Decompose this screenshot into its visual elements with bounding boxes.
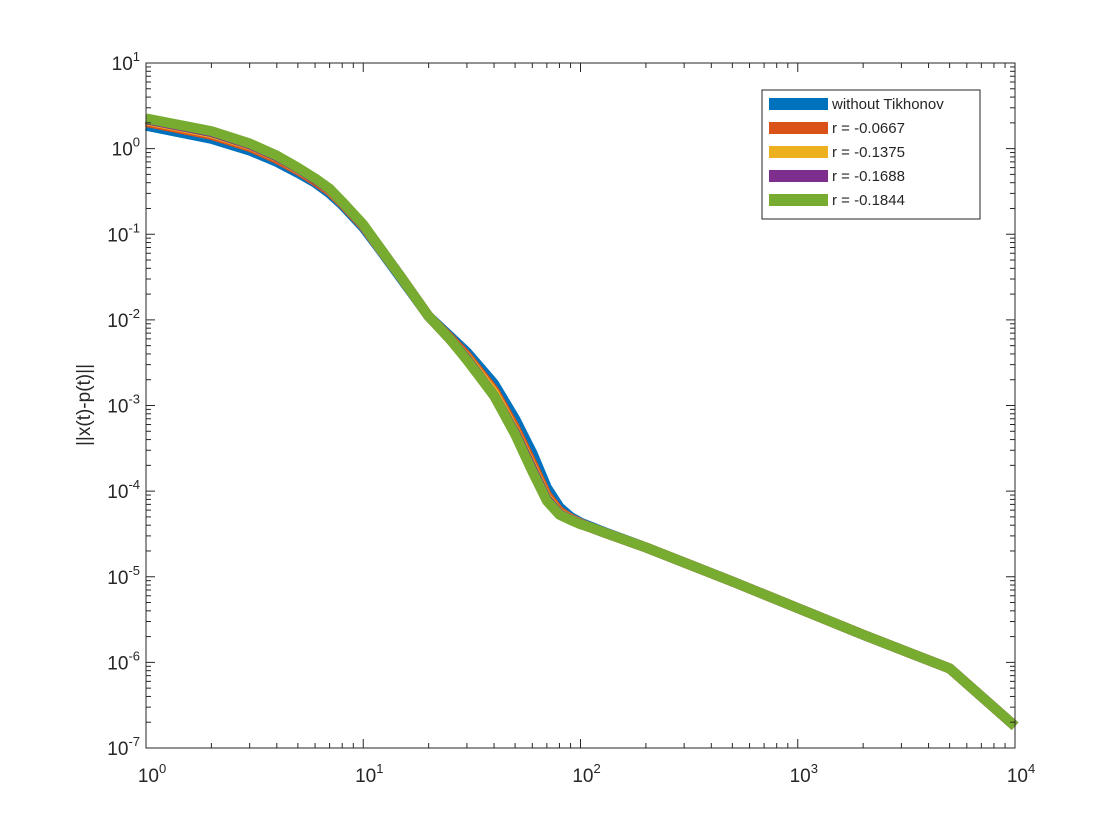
x-tick-label-3: 103 — [790, 761, 818, 787]
legend-label-2: r = -0.0667 — [832, 120, 905, 137]
legend-label-1: without Tikhonov — [831, 96, 944, 113]
tick-layer: 100 101 102 103 104 10-7 10-6 10-5 10-4 10-3 10-2 1… — [107, 49, 1035, 787]
series-line-5 — [145, 113, 1019, 730]
y-tick-label-6: 10-1 — [107, 220, 140, 246]
y-tick-label-3: 10-4 — [107, 477, 140, 503]
y-tick-label-0: 10-7 — [107, 734, 140, 760]
y-tick-label-5: 10-2 — [107, 306, 140, 332]
y-tick-label-2: 10-5 — [107, 563, 140, 589]
x-tick-label-4: 104 — [1007, 761, 1035, 787]
legend-label-4: r = -0.1688 — [832, 168, 905, 185]
legend-label-5: r = -0.1844 — [832, 192, 905, 209]
x-tick-label-2: 102 — [572, 761, 600, 787]
legend-label-3: r = -0.1375 — [832, 144, 905, 161]
y-tick-label-7: 100 — [112, 135, 140, 161]
y-axis-label: ||x(t)-p(t)|| — [74, 364, 95, 446]
y-tick-label-8: 101 — [112, 49, 140, 75]
x-tick-label-0: 100 — [138, 761, 166, 787]
x-tick-label-1: 101 — [355, 761, 383, 787]
y-tick-label-1: 10-6 — [107, 648, 140, 674]
series-layer — [145, 113, 1019, 730]
y-tick-label-4: 10-3 — [107, 392, 140, 418]
legend: without Tikhonov r = -0.0667 r = -0.1375 r … — [761, 89, 981, 220]
